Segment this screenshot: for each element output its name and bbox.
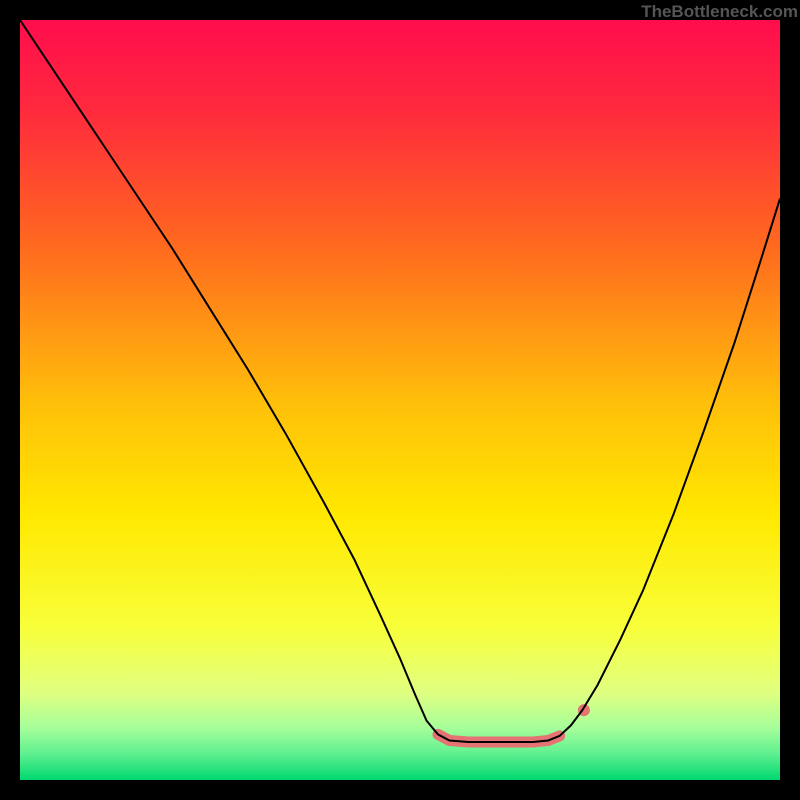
attribution-label: TheBottleneck.com bbox=[641, 2, 798, 22]
gradient-background bbox=[20, 20, 780, 780]
chart-svg bbox=[20, 20, 780, 780]
chart-plot-area bbox=[20, 20, 780, 780]
